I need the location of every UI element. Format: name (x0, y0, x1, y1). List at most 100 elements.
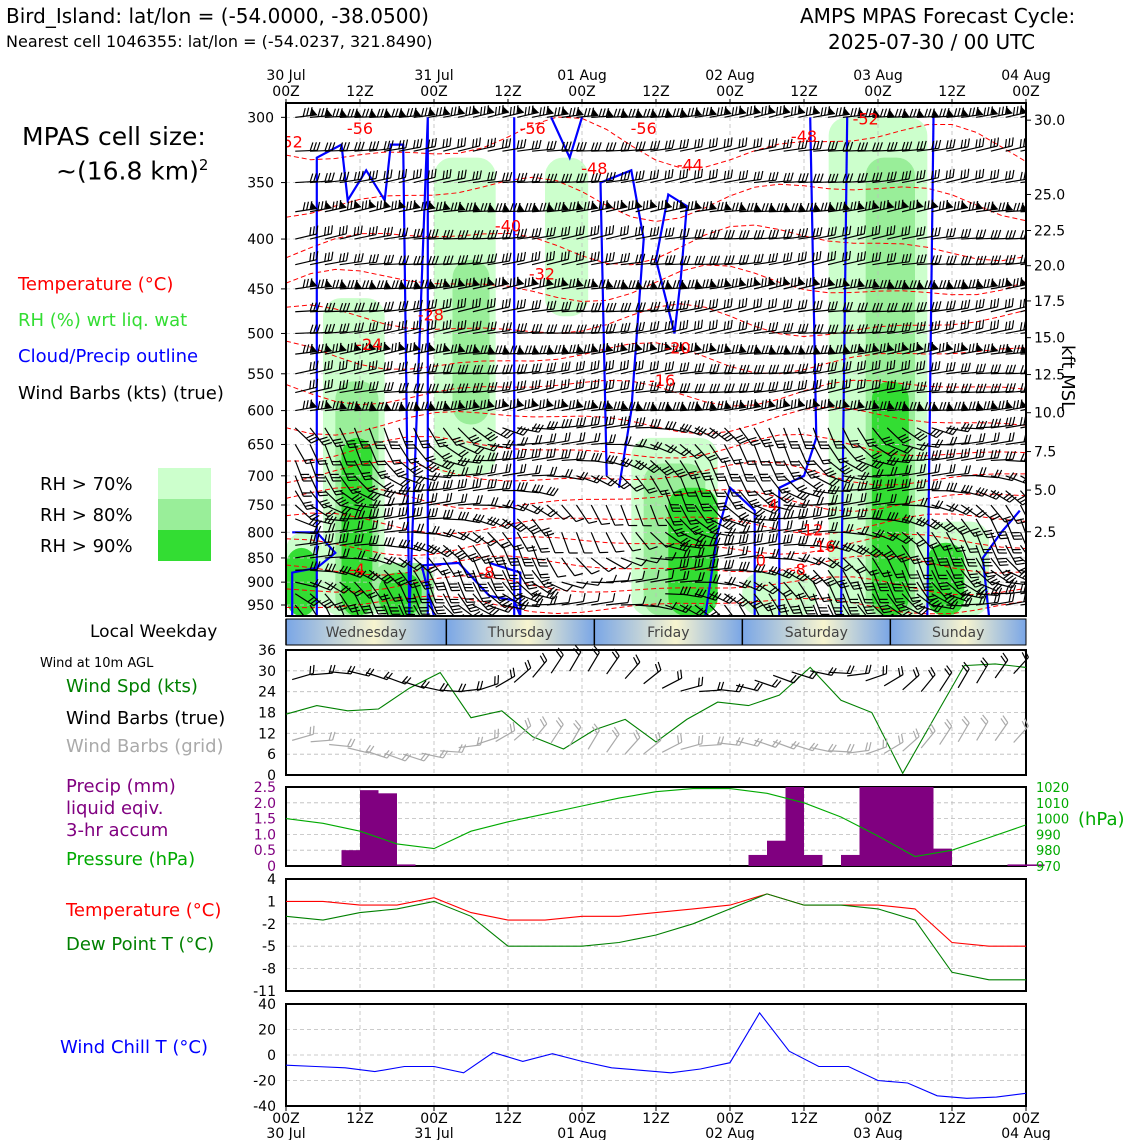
barb-staff (458, 390, 481, 394)
barb-feather (727, 535, 732, 545)
barb-staff (309, 460, 319, 482)
barb-feather (336, 604, 346, 609)
barb-feather (474, 446, 482, 453)
barb-feather (776, 345, 781, 354)
barb-feather (302, 400, 306, 410)
wind-barb (413, 544, 441, 555)
barb-flag (458, 106, 465, 115)
barb-feather (449, 479, 453, 489)
barb-feather (421, 107, 425, 117)
barb-feather (316, 324, 321, 333)
barb-feather (590, 417, 594, 426)
barb-staff (295, 368, 317, 375)
barb-staff (383, 308, 406, 313)
barb-feather (750, 344, 754, 354)
barb-feather (479, 478, 482, 487)
barb-feather (461, 364, 465, 374)
barb-feather (460, 479, 464, 488)
barb-feather (535, 140, 539, 149)
barb-feather (339, 279, 343, 288)
barb-feather (797, 228, 802, 238)
wind-barb (472, 171, 498, 184)
barb-feather (679, 140, 683, 149)
barb-feather (342, 252, 346, 262)
barb-staff (354, 329, 377, 335)
barb-feather (745, 297, 748, 307)
barb-feather (531, 228, 535, 238)
barb-feather (509, 203, 514, 212)
barb-feather (313, 302, 317, 311)
barb-feather (582, 432, 586, 441)
barb-staff (324, 330, 347, 335)
barb-staff (339, 528, 362, 533)
barb-feather (413, 279, 417, 289)
wind-barb (353, 444, 371, 466)
barb-feather (428, 481, 432, 491)
barb-feather (608, 566, 617, 573)
barb-staff (413, 114, 436, 118)
wind-barb (294, 427, 320, 444)
barb-feather (760, 137, 763, 147)
barb-staff (295, 406, 318, 412)
barb-flag (429, 107, 436, 116)
barb-feather (750, 202, 754, 212)
barb-feather (593, 226, 597, 235)
wind-barb (753, 171, 779, 184)
barb-feather (423, 583, 432, 587)
barb-feather (444, 455, 453, 460)
wind-barb (427, 569, 447, 591)
barb-feather (479, 465, 483, 474)
barb-feather (588, 520, 598, 524)
barb-feather (416, 362, 420, 372)
barb-feather (505, 450, 510, 460)
barb-flag (473, 344, 480, 353)
barb-feather (690, 279, 695, 289)
barb-feather (480, 106, 483, 116)
barb-feather (523, 482, 528, 491)
wind-barb (398, 362, 424, 375)
wind-barb (679, 362, 705, 375)
wind-barb (369, 520, 394, 533)
barb-feather (583, 344, 587, 354)
barb-staff (309, 490, 325, 509)
barb-feather (531, 363, 535, 373)
wind-barb (443, 511, 470, 521)
wind-barb (383, 593, 401, 615)
barb-staff (472, 111, 495, 118)
barb-staff (413, 306, 436, 313)
barb-staff (428, 500, 451, 506)
barb-feather (620, 417, 624, 426)
barb-feather (524, 345, 529, 354)
barb-feather (554, 345, 558, 354)
barb-feather (421, 401, 425, 411)
barb-staff (428, 327, 450, 335)
barb-feather (760, 321, 764, 330)
barb-feather (724, 535, 728, 545)
barb-feather (464, 320, 467, 329)
barb-feather (531, 173, 536, 183)
barb-feather (649, 170, 653, 180)
wind-barb (457, 427, 482, 445)
barb-feather (668, 140, 672, 149)
barb-feather (631, 108, 636, 118)
barb-staff (339, 149, 362, 152)
barb-feather (332, 108, 336, 118)
barb-feather (415, 469, 424, 476)
barb-staff (457, 518, 480, 524)
barb-feather (335, 400, 340, 410)
barb-feather (657, 201, 660, 210)
barb-feather (694, 363, 698, 373)
barb-feather (738, 534, 742, 544)
barb-feather (347, 280, 351, 289)
barb-feather (809, 345, 814, 354)
barb-feather (557, 344, 562, 354)
barb-feather (568, 324, 573, 333)
barb-feather (380, 401, 385, 411)
barb-staff (354, 408, 377, 412)
wind-barb (428, 400, 451, 412)
barb-feather (335, 496, 344, 502)
barb-feather (790, 364, 794, 373)
wind-barb (295, 278, 318, 290)
barb-feather (368, 280, 373, 289)
wind-barb (413, 363, 439, 375)
